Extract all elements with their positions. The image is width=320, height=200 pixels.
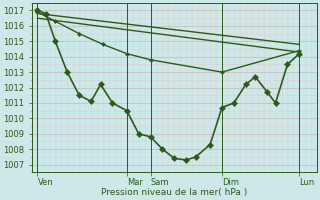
X-axis label: Pression niveau de la mer( hPa ): Pression niveau de la mer( hPa )	[101, 188, 247, 197]
